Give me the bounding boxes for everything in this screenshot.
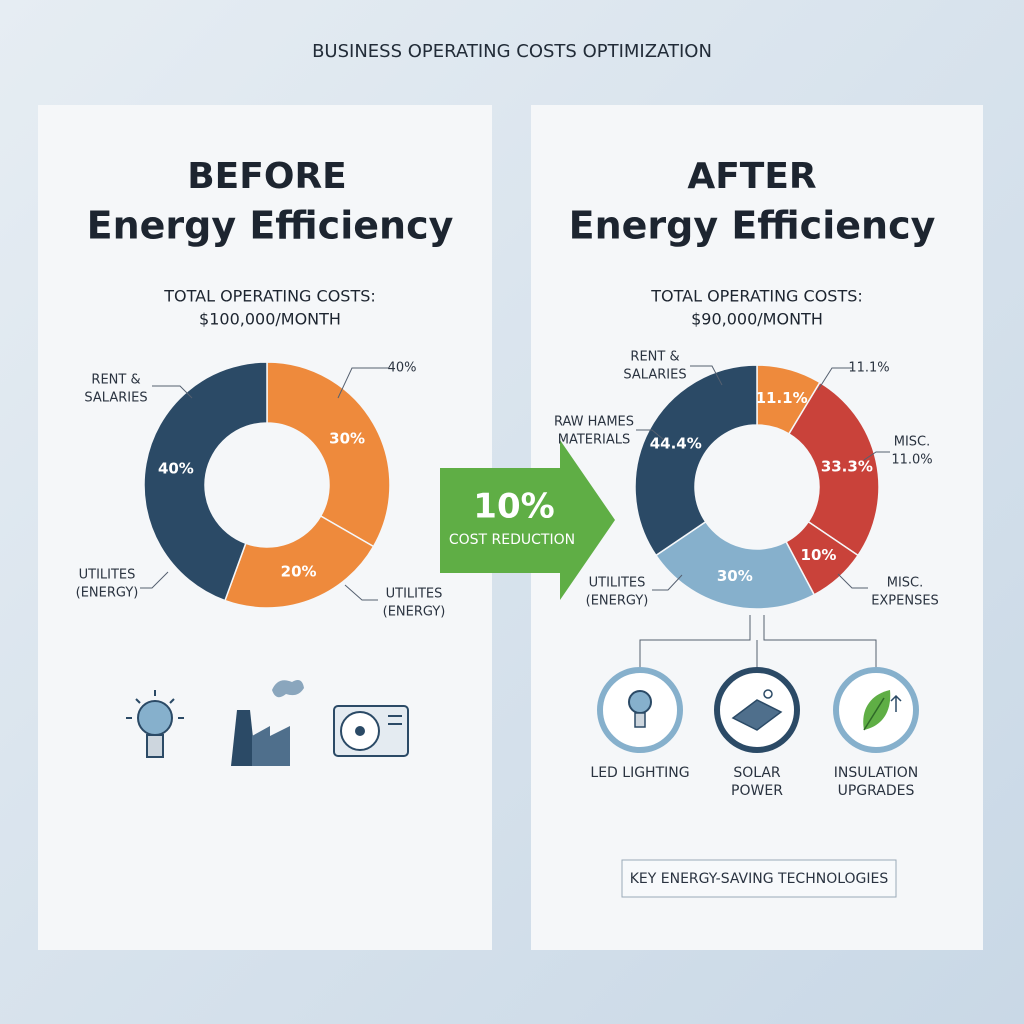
- value-label: 44.4%: [650, 434, 702, 452]
- value-label: 30%: [329, 429, 365, 447]
- ac-unit-icon: [333, 705, 409, 757]
- annotation: (ENERGY): [76, 586, 139, 601]
- tech-label: SOLAR: [733, 765, 781, 781]
- value-label: 11.1%: [756, 389, 808, 407]
- leader-line: [863, 451, 890, 461]
- tech-caption: KEY ENERGY-SAVING TECHNOLOGIES: [630, 871, 889, 887]
- annotation: SALARIES: [84, 391, 147, 406]
- annotation: RENT &: [91, 373, 140, 388]
- leader-line: [652, 574, 683, 591]
- reduction-arrow: [440, 440, 615, 600]
- annotation: MATERIALS: [558, 433, 631, 448]
- donut-segment: [143, 361, 268, 602]
- caption-box: [621, 859, 897, 898]
- leader-line: [690, 365, 723, 386]
- bulb-icon: [126, 690, 184, 758]
- total-label: TOTAL OPERATING COSTS:: [650, 287, 863, 306]
- annotation: 11.1%: [848, 361, 889, 376]
- panel-subheading: Energy Efficiency: [87, 204, 454, 248]
- reduction-value: 10%: [473, 487, 554, 527]
- total-value: $100,000/MONTH: [199, 310, 341, 329]
- donut-segment: [787, 381, 880, 557]
- value-label: 40%: [158, 459, 194, 477]
- annotation: EXPENSES: [871, 594, 939, 609]
- leader-line: [140, 571, 169, 589]
- leaf-icon: [863, 690, 902, 731]
- annotation: SALARIES: [623, 368, 686, 383]
- leader-line: [337, 367, 388, 399]
- factory-icon: [231, 680, 304, 766]
- annotation: (ENERGY): [383, 605, 446, 620]
- connector: [639, 615, 877, 668]
- led-icon: [628, 690, 652, 728]
- annotation: MISC.: [887, 576, 924, 591]
- panel-heading: AFTER: [687, 156, 816, 197]
- leader-line: [152, 385, 193, 399]
- value-label: 10%: [801, 546, 837, 564]
- value-label: 20%: [281, 562, 317, 580]
- annotation: 40%: [388, 361, 417, 376]
- tech-label: UPGRADES: [838, 783, 915, 799]
- value-label: 30%: [717, 567, 753, 585]
- leader-line: [636, 429, 665, 441]
- total-label: TOTAL OPERATING COSTS:: [163, 287, 376, 306]
- annotation: (ENERGY): [586, 594, 649, 609]
- annotation: RENT &: [630, 350, 679, 365]
- panel-subheading: Energy Efficiency: [569, 204, 936, 248]
- donut-segment: [266, 361, 391, 548]
- annotation: UTILITES: [79, 568, 136, 583]
- solar-icon: [731, 689, 783, 731]
- tech-label: INSULATION: [834, 765, 919, 781]
- annotation: UTILITES: [589, 576, 646, 591]
- page-title: BUSINESS OPERATING COSTS OPTIMIZATION: [312, 41, 712, 62]
- donut-segment: [223, 514, 375, 609]
- annotation: UTILITES: [386, 587, 443, 602]
- leader-line: [344, 584, 378, 601]
- annotation: RAW HAMES: [554, 415, 634, 430]
- before-card: [38, 105, 492, 950]
- leader-line: [817, 367, 852, 391]
- tech-label: POWER: [731, 783, 783, 799]
- annotation: MISC.: [894, 435, 931, 450]
- annotation: 11.0%: [891, 453, 932, 468]
- donut-segment: [654, 520, 816, 610]
- donut-segment: [634, 364, 758, 557]
- tech-label: LED LIGHTING: [590, 765, 689, 781]
- total-value: $90,000/MONTH: [691, 310, 823, 329]
- panel-heading: BEFORE: [187, 156, 347, 197]
- value-label: 33.3%: [821, 458, 873, 476]
- leader-line: [837, 573, 868, 589]
- reduction-label: COST REDUCTION: [449, 532, 575, 548]
